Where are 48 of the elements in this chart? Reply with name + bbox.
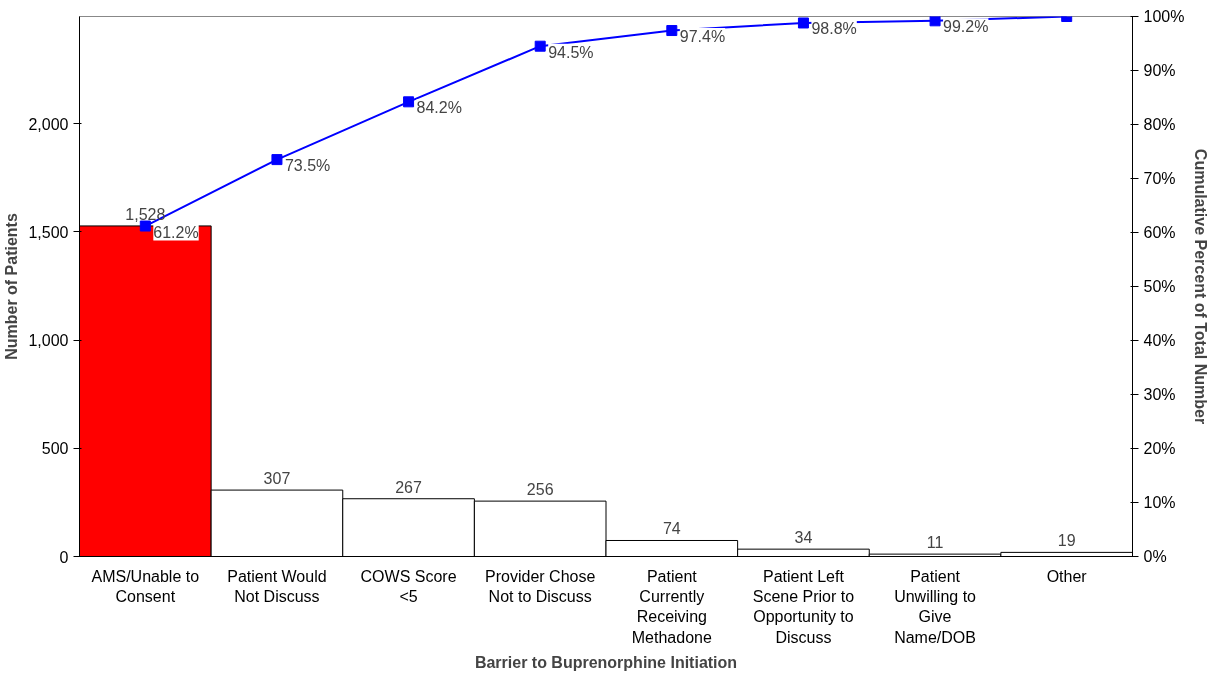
data-label: 94.5% (548, 43, 594, 61)
y-tick-label: 0 (59, 548, 69, 566)
y2-axis-title: Cumulative Percent of Total Number (1192, 148, 1210, 425)
data-label: 11 (926, 534, 944, 552)
data-label: 256 (526, 481, 554, 499)
y2-tick-label: 60% (1143, 224, 1176, 241)
x-axis-title: Barrier to Buprenorphine Initiation (474, 653, 738, 671)
data-label: 74 (662, 520, 681, 538)
y-tick-label: 500 (41, 440, 69, 458)
data-label: 98.8% (811, 20, 857, 38)
x-tick-label: Other (1046, 567, 1088, 585)
y2-tick-label: 0% (1143, 548, 1167, 565)
y2-tick-label: 70% (1143, 170, 1176, 187)
y2-tick-label: 20% (1143, 440, 1176, 457)
x-tick-label: Patient Unwilling to Give Name/DOB (894, 567, 977, 646)
point (666, 25, 678, 37)
y-axis-title: Number of Patients (3, 213, 21, 360)
point (271, 154, 283, 166)
data-label: 1,528 (125, 205, 166, 223)
y-tick-label: 1,000 (28, 332, 69, 350)
y-tick-label: 1,500 (28, 223, 69, 241)
data-label: 307 (263, 470, 291, 488)
data-label: 34 (794, 529, 813, 547)
data-label: 73.5% (284, 157, 331, 175)
x-tick-label: AMS/Unable to Consent (91, 567, 200, 605)
x-tick-label: Patient Would Not Discuss (227, 567, 327, 605)
point (534, 40, 546, 52)
data-label: 97.4% (679, 28, 726, 46)
y-tick-label: 2,000 (28, 115, 69, 133)
y2-tick-label: 40% (1143, 332, 1176, 349)
point (797, 17, 809, 29)
point (929, 16, 941, 27)
y2-tick-label: 80% (1143, 116, 1176, 133)
data-label: 99.2% (943, 18, 989, 36)
data-label: 19 (1057, 532, 1076, 550)
y2-tick-label: 100% (1143, 8, 1185, 25)
x-tick-label: COWS Score <5 (360, 567, 457, 605)
y2-tick-label: 30% (1143, 386, 1176, 403)
y2-tick-label: 90% (1143, 62, 1176, 79)
y2-tick-label: 50% (1143, 278, 1176, 295)
data-label: 61.2% (153, 223, 199, 241)
y2-tick-label: 10% (1143, 494, 1176, 511)
x-tick-label: Patient Currently Receiving Methadone (631, 567, 712, 646)
x-tick-label: Provider Chose Not to Discuss (485, 567, 596, 605)
x-tick-label: Patient Left Scene Prior to Opportunity to Discuss (752, 567, 855, 646)
data-label: 84.2% (416, 99, 462, 117)
point (403, 96, 415, 108)
data-label: 267 (395, 478, 423, 496)
